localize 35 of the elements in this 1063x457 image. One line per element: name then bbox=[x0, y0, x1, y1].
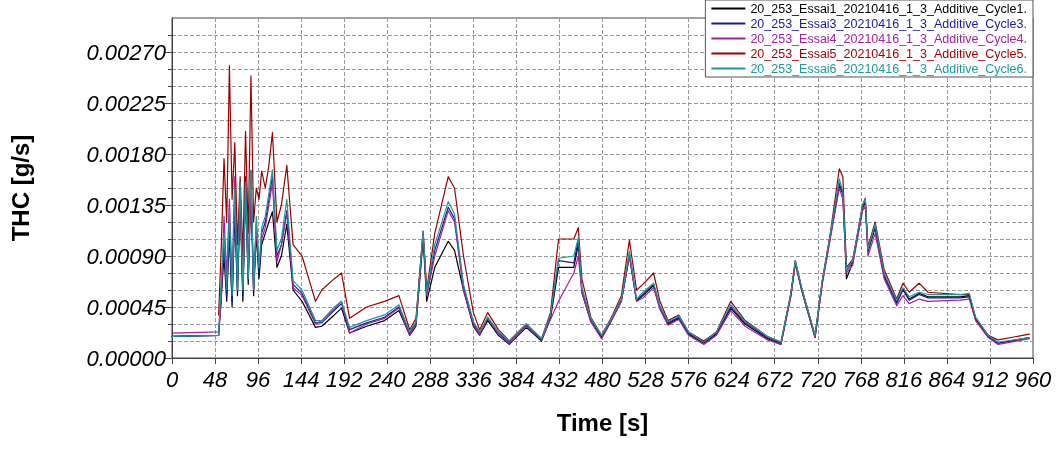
x-tick-label: 576 bbox=[670, 366, 708, 392]
y-tick-label: 0.00270 bbox=[86, 39, 167, 65]
x-tick-label: 240 bbox=[367, 366, 407, 392]
x-tick-label: 720 bbox=[799, 366, 837, 392]
x-tick-label: 336 bbox=[454, 366, 493, 392]
x-tick-label: 432 bbox=[541, 366, 578, 392]
x-tick-label: 0 bbox=[165, 366, 179, 392]
x-tick-label: 768 bbox=[842, 366, 880, 392]
x-tick-label: 48 bbox=[202, 366, 229, 392]
x-axis-title: Time [s] bbox=[556, 408, 649, 436]
x-tick-label: 624 bbox=[713, 366, 751, 392]
y-tick-label: 0.00135 bbox=[86, 192, 167, 218]
legend-label: 20_253_Essai5_20210416_1_3_Additive_Cycle5. bbox=[750, 46, 1028, 61]
y-axis-title: THC [g/s] bbox=[6, 134, 34, 242]
legend-label: 20_253_Essai1_20210416_1_3_Additive_Cycle1. bbox=[750, 1, 1028, 16]
x-tick-label: 528 bbox=[627, 366, 665, 392]
x-tick-label: 480 bbox=[584, 366, 622, 392]
x-tick-label: 384 bbox=[498, 366, 535, 392]
x-tick-label: 912 bbox=[971, 366, 1009, 392]
y-tick-label: 0.00000 bbox=[86, 345, 167, 371]
legend-label: 20_253_Essai6_20210416_1_3_Additive_Cycle6. bbox=[750, 61, 1028, 76]
x-tick-label: 144 bbox=[282, 366, 320, 392]
x-tick-label: 864 bbox=[928, 366, 966, 392]
x-tick-label: 288 bbox=[410, 366, 450, 392]
x-tick-label: 816 bbox=[885, 366, 923, 392]
y-tick-label: 0.00180 bbox=[86, 141, 167, 167]
y-tick-label: 0.00045 bbox=[86, 294, 167, 320]
y-tick-label: 0.00090 bbox=[86, 243, 167, 269]
y-tick-label: 0.00225 bbox=[86, 90, 167, 116]
legend-label: 20_253_Essai4_20210416_1_3_Additive_Cycle4. bbox=[750, 31, 1028, 46]
x-tick-label: 96 bbox=[245, 366, 272, 392]
x-tick-label: 960 bbox=[1014, 366, 1053, 392]
legend-label: 20_253_Essai3_20210416_1_3_Additive_Cycle3. bbox=[750, 16, 1028, 31]
x-tick-label: 192 bbox=[325, 366, 363, 392]
x-tick-label: 672 bbox=[756, 366, 794, 392]
